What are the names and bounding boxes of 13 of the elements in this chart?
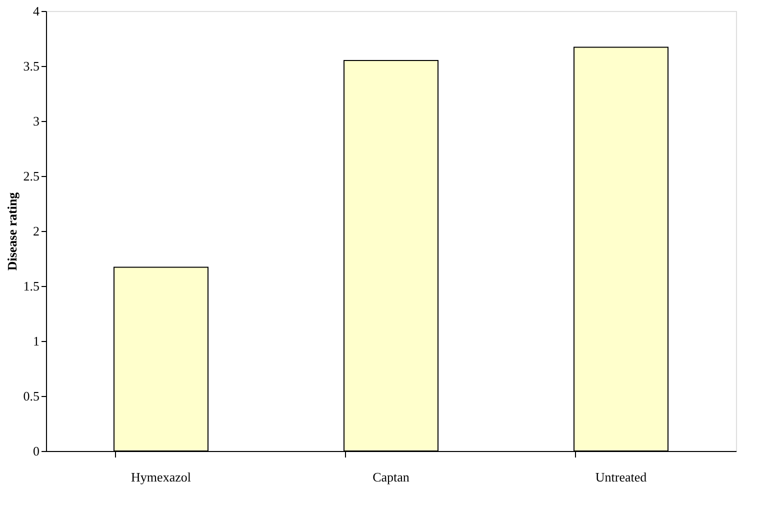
y-axis-title: Disease rating [4, 192, 20, 271]
y-tick-label: 1 [33, 334, 40, 348]
y-tick-label: 3.5 [23, 58, 40, 74]
x-tick-label: Captan [372, 470, 410, 484]
y-tick-label: 4 [33, 4, 40, 18]
y-tick-label: 0.5 [23, 388, 40, 404]
y-tick-label: 2 [33, 224, 40, 238]
x-tick-label: Untreated [595, 470, 648, 484]
y-tick-label: 1.5 [23, 278, 40, 294]
x-tick-label: Hymexazol [131, 470, 192, 484]
y-tick-label: 0 [33, 444, 40, 458]
y-tick-label: 3 [33, 114, 40, 128]
y-tick-label: 2.5 [23, 168, 40, 184]
